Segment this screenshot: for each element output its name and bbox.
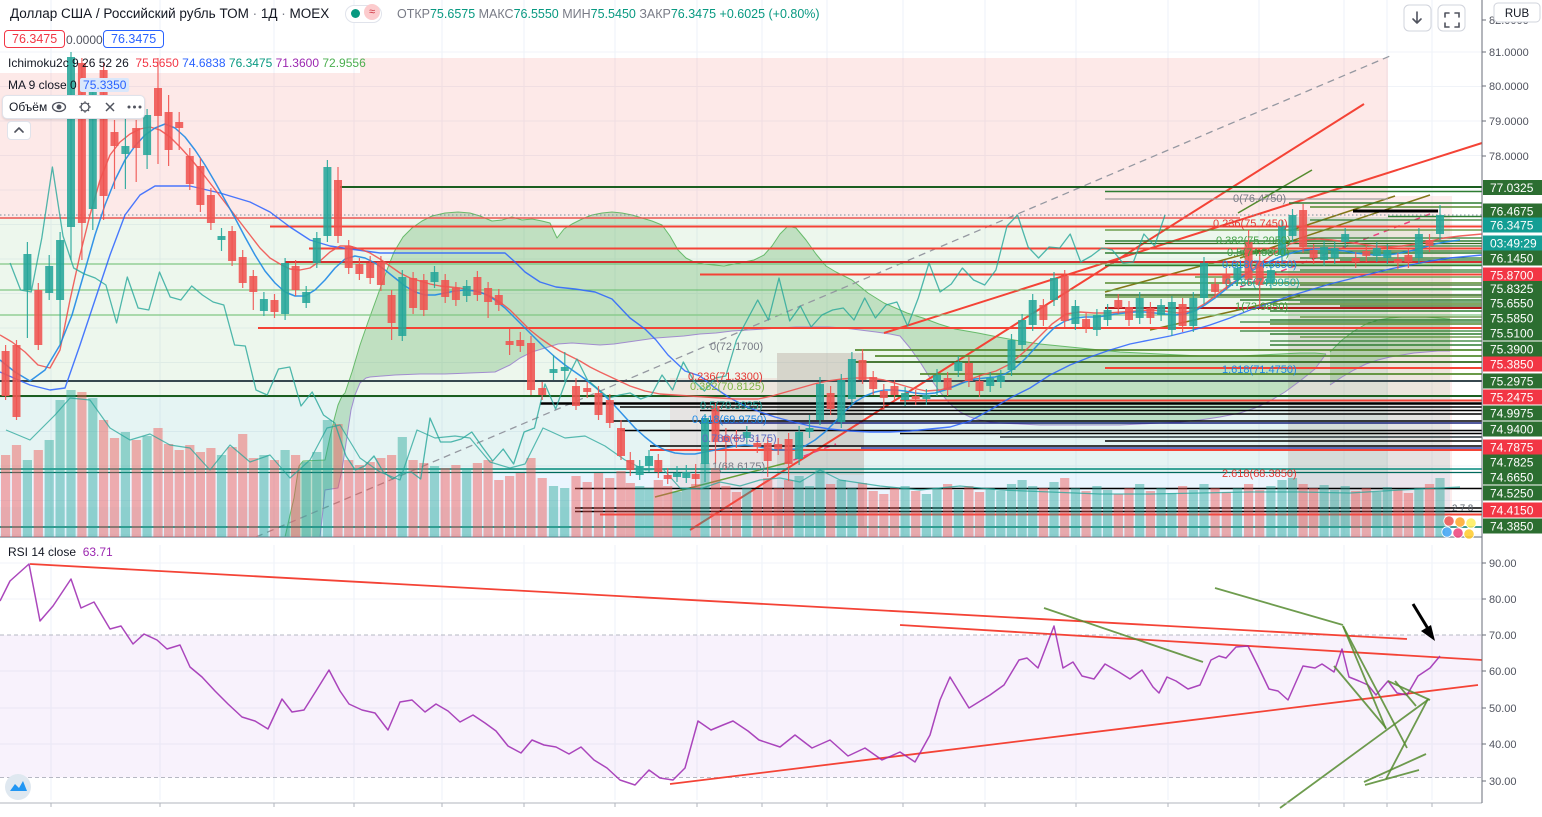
svg-text:0(72.1700): 0(72.1700): [710, 341, 763, 353]
svg-text:2.618(68.3850): 2.618(68.3850): [1222, 468, 1297, 480]
svg-text:78.0000: 78.0000: [1489, 151, 1529, 163]
svg-text:0.5(70.3925): 0.5(70.3925): [700, 400, 762, 412]
svg-text:0.236(75.7450): 0.236(75.7450): [1213, 218, 1288, 230]
svg-text:75.5850: 75.5850: [1490, 312, 1534, 326]
svg-text:RUB: RUB: [1505, 8, 1530, 20]
svg-text:75.2475: 75.2475: [1490, 391, 1534, 405]
svg-text:75.6550: 75.6550: [1490, 297, 1534, 311]
svg-text:0.236(71.3300): 0.236(71.3300): [688, 371, 763, 383]
svg-text:75.8700: 75.8700: [1490, 269, 1534, 283]
svg-text:2 7 8: 2 7 8: [1452, 503, 1473, 514]
svg-text:90.00: 90.00: [1489, 558, 1517, 570]
svg-text:50.00: 50.00: [1489, 703, 1517, 715]
svg-text:75.8325: 75.8325: [1490, 282, 1534, 296]
svg-text:70.00: 70.00: [1489, 630, 1517, 642]
svg-text:74.4150: 74.4150: [1490, 504, 1534, 518]
svg-text:75.3850: 75.3850: [1490, 358, 1534, 372]
svg-text:03:49:29: 03:49:29: [1490, 237, 1537, 251]
svg-text:0.786(74.0950): 0.786(74.0950): [1225, 277, 1300, 289]
svg-text:75.5100: 75.5100: [1490, 327, 1534, 341]
svg-text:77.0325: 77.0325: [1490, 181, 1534, 195]
svg-text:76.4675: 76.4675: [1490, 205, 1534, 219]
svg-text:80.00: 80.00: [1489, 594, 1517, 606]
svg-text:74.5250: 74.5250: [1490, 487, 1534, 501]
svg-text:74.7875: 74.7875: [1490, 441, 1534, 455]
svg-text:74.6650: 74.6650: [1490, 471, 1534, 485]
svg-text:79.0000: 79.0000: [1489, 116, 1529, 128]
svg-text:1(68.6175): 1(68.6175): [712, 461, 765, 473]
svg-text:0.5(74.9300): 0.5(74.9300): [1227, 247, 1289, 259]
svg-text:0.382(70.8125): 0.382(70.8125): [690, 381, 765, 393]
svg-text:74.9400: 74.9400: [1490, 423, 1534, 437]
svg-text:75.2975: 75.2975: [1490, 375, 1534, 389]
svg-text:74.7825: 74.7825: [1490, 456, 1534, 470]
svg-text:80.0000: 80.0000: [1489, 81, 1529, 93]
svg-text:74.3850: 74.3850: [1490, 520, 1534, 534]
svg-text:60.00: 60.00: [1489, 666, 1517, 678]
svg-text:0.786(69.3175): 0.786(69.3175): [702, 433, 777, 445]
svg-text:75.3900: 75.3900: [1490, 343, 1534, 357]
svg-text:0(76.4750): 0(76.4750): [1233, 193, 1286, 205]
svg-text:81.0000: 81.0000: [1489, 47, 1529, 59]
svg-text:40.00: 40.00: [1489, 739, 1517, 751]
svg-text:0.618(69.9750): 0.618(69.9750): [692, 414, 767, 426]
svg-text:76.3475: 76.3475: [1490, 219, 1534, 233]
svg-text:1.618(71.4750): 1.618(71.4750): [1222, 364, 1297, 376]
svg-text:0.382(75.2950): 0.382(75.2950): [1216, 235, 1291, 247]
svg-text:76.1450: 76.1450: [1490, 252, 1534, 266]
svg-text:30.00: 30.00: [1489, 776, 1517, 788]
svg-text:74.9975: 74.9975: [1490, 407, 1534, 421]
svg-text:0.618(74.5650): 0.618(74.5650): [1222, 259, 1297, 271]
svg-text:1(73.9850): 1(73.9850): [1235, 301, 1288, 313]
